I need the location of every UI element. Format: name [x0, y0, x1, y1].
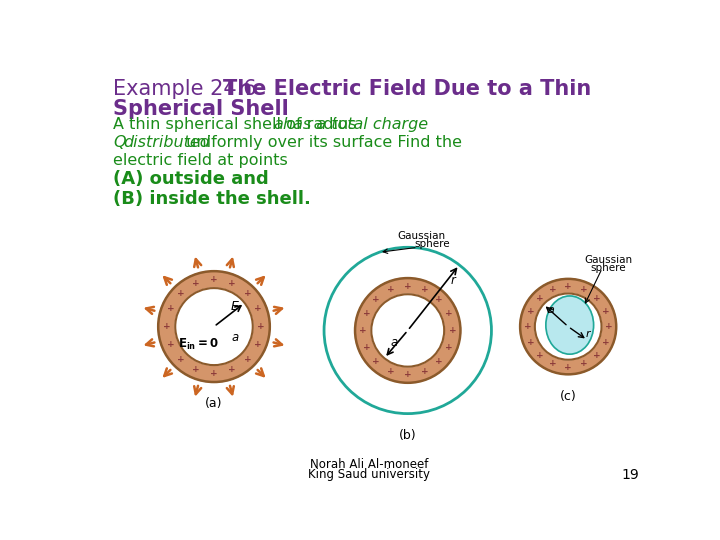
Text: +: + — [549, 360, 557, 368]
Text: +: + — [605, 322, 613, 331]
Text: +: + — [387, 367, 395, 376]
Text: Spherical Shell: Spherical Shell — [113, 99, 289, 119]
Text: +: + — [176, 289, 184, 298]
Text: (a): (a) — [205, 397, 222, 410]
Text: +: + — [549, 285, 557, 294]
Text: +: + — [564, 362, 572, 372]
Text: Gaussian: Gaussian — [397, 231, 446, 241]
Text: +: + — [449, 326, 456, 335]
Text: +: + — [192, 279, 199, 288]
Text: +: + — [228, 366, 236, 375]
Text: Q: Q — [113, 135, 126, 150]
Text: sphere: sphere — [590, 263, 626, 273]
Text: +: + — [536, 294, 543, 302]
Text: a: a — [548, 305, 555, 315]
Text: The Electric Field Due to a Thin: The Electric Field Due to a Thin — [223, 79, 592, 99]
Text: r: r — [451, 274, 455, 287]
Text: +: + — [387, 285, 395, 294]
Text: sphere: sphere — [415, 239, 451, 249]
Ellipse shape — [546, 296, 593, 354]
Text: +: + — [228, 279, 236, 288]
Text: +: + — [363, 309, 370, 318]
Circle shape — [520, 279, 616, 374]
Text: +: + — [372, 295, 380, 303]
Text: +: + — [166, 304, 174, 313]
Text: +: + — [445, 309, 453, 318]
Circle shape — [535, 294, 601, 360]
Text: (B) inside the shell.: (B) inside the shell. — [113, 190, 311, 207]
Text: +: + — [523, 322, 531, 331]
Text: +: + — [166, 340, 174, 349]
Text: +: + — [527, 338, 534, 347]
Text: (A) outside and: (A) outside and — [113, 170, 269, 188]
Circle shape — [158, 271, 270, 382]
Text: r: r — [585, 329, 590, 339]
Text: +: + — [254, 340, 261, 349]
Text: a: a — [231, 331, 238, 344]
Text: +: + — [436, 357, 443, 366]
Text: a: a — [391, 336, 398, 349]
Text: King Saud university: King Saud university — [308, 468, 430, 481]
Text: +: + — [258, 322, 265, 331]
Text: +: + — [580, 285, 588, 294]
Text: +: + — [372, 357, 380, 366]
Text: +: + — [404, 282, 412, 291]
Text: +: + — [593, 350, 600, 360]
Text: 19: 19 — [621, 468, 639, 482]
Text: Gaussian: Gaussian — [585, 255, 633, 266]
Circle shape — [355, 278, 461, 383]
Text: E: E — [231, 300, 239, 313]
Text: +: + — [243, 355, 251, 364]
Text: +: + — [421, 285, 428, 294]
Text: (c): (c) — [560, 390, 577, 403]
Text: uniformly over its surface Find the: uniformly over its surface Find the — [181, 135, 462, 150]
Text: +: + — [359, 326, 367, 335]
Text: +: + — [254, 304, 261, 313]
Text: +: + — [163, 322, 171, 331]
Text: +: + — [564, 282, 572, 291]
Text: +: + — [210, 369, 218, 378]
Text: +: + — [593, 294, 600, 302]
Text: +: + — [445, 343, 453, 352]
Text: has a total charge: has a total charge — [283, 117, 428, 132]
Text: +: + — [602, 307, 610, 316]
Text: Norah Ali Al-moneef: Norah Ali Al-moneef — [310, 457, 428, 470]
Text: +: + — [602, 338, 610, 347]
Text: $\mathbf{E_{in}=0}$: $\mathbf{E_{in}=0}$ — [178, 338, 219, 353]
Text: +: + — [421, 367, 428, 376]
Text: Example 24.6: Example 24.6 — [113, 79, 264, 99]
Text: a: a — [274, 117, 284, 132]
Text: A thin spherical shell of radius: A thin spherical shell of radius — [113, 117, 362, 132]
Text: (b): (b) — [399, 429, 417, 442]
Text: +: + — [192, 366, 199, 375]
Text: distributed: distributed — [123, 135, 210, 150]
Text: +: + — [243, 289, 251, 298]
Text: +: + — [363, 343, 370, 352]
Circle shape — [175, 288, 253, 365]
Text: electric field at points: electric field at points — [113, 153, 288, 167]
Text: +: + — [580, 360, 588, 368]
Text: +: + — [210, 275, 218, 284]
Text: +: + — [404, 370, 412, 379]
Text: +: + — [527, 307, 534, 316]
Text: +: + — [176, 355, 184, 364]
Text: +: + — [436, 295, 443, 303]
Text: +: + — [536, 350, 543, 360]
Circle shape — [372, 294, 444, 367]
